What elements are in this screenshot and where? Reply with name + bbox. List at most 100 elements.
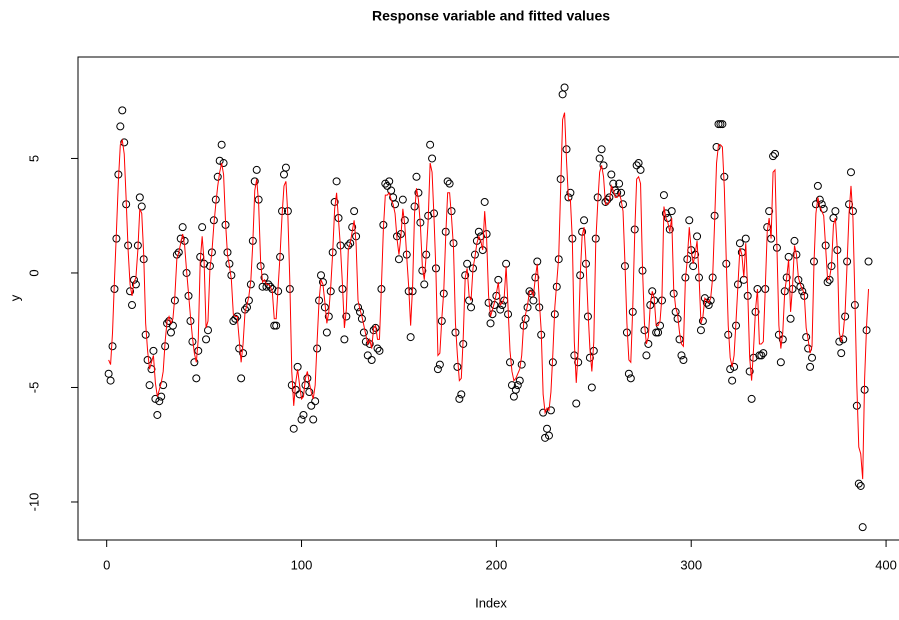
data-point: [509, 392, 518, 401]
data-point: [457, 390, 466, 399]
data-point: [730, 362, 739, 371]
data-point: [354, 303, 363, 312]
data-point: [381, 179, 390, 188]
data-point: [864, 257, 873, 266]
data-point: [632, 161, 641, 170]
data-point: [406, 333, 415, 342]
data-point: [513, 381, 522, 390]
data-point: [679, 355, 688, 364]
data-point: [237, 374, 246, 383]
data-point: [626, 374, 635, 383]
data-point: [391, 200, 400, 209]
x-tick-label: 200: [486, 557, 508, 572]
data-point: [270, 321, 279, 330]
data-point: [617, 188, 626, 197]
data-point: [213, 172, 222, 181]
data-point: [685, 216, 694, 225]
data-point: [204, 326, 213, 335]
y-tick-label: -10: [26, 493, 41, 512]
data-point: [141, 330, 150, 339]
data-point: [443, 177, 452, 186]
data-point: [361, 337, 370, 346]
data-point: [194, 346, 203, 355]
data-point: [231, 314, 240, 323]
data-point: [116, 122, 125, 131]
data-point: [135, 193, 144, 202]
data-point: [675, 335, 684, 344]
data-point: [858, 523, 867, 532]
data-point: [215, 156, 224, 165]
data-point: [398, 195, 407, 204]
data-point: [281, 163, 290, 172]
data-point: [566, 188, 575, 197]
data-point: [272, 321, 281, 330]
data-point: [570, 351, 579, 360]
data-point: [603, 195, 612, 204]
data-point: [765, 207, 774, 216]
data-point: [511, 385, 520, 394]
data-point: [599, 161, 608, 170]
data-point: [517, 360, 526, 369]
data-point: [808, 353, 817, 362]
data-point: [624, 369, 633, 378]
data-point: [219, 159, 228, 168]
data-point: [718, 120, 727, 129]
data-point: [507, 381, 516, 390]
data-point: [693, 232, 702, 241]
data-point: [166, 328, 175, 337]
data-point: [371, 323, 380, 332]
data-point: [544, 431, 553, 440]
data-point: [755, 351, 764, 360]
data-point: [757, 351, 766, 360]
data-point: [157, 392, 166, 401]
data-point: [667, 207, 676, 216]
data-point: [839, 335, 848, 344]
data-point: [346, 239, 355, 248]
data-point: [385, 177, 394, 186]
data-point: [229, 317, 238, 326]
data-point: [414, 188, 423, 197]
data-point: [714, 120, 723, 129]
data-point: [202, 335, 211, 344]
data-point: [496, 305, 505, 314]
data-point: [558, 90, 567, 99]
data-point: [252, 165, 261, 174]
data-point: [696, 326, 705, 335]
data-point: [178, 223, 187, 232]
data-point: [367, 355, 376, 364]
data-point: [198, 223, 207, 232]
data-point: [453, 362, 462, 371]
data-point: [644, 339, 653, 348]
data-point: [428, 154, 437, 163]
data-point: [837, 349, 846, 358]
data-point: [250, 177, 259, 186]
y-tick-label: -5: [26, 382, 41, 394]
data-point: [597, 145, 606, 154]
data-point: [309, 415, 318, 424]
data-point: [420, 280, 429, 289]
data-point: [615, 179, 624, 188]
data-point: [317, 271, 326, 280]
data-point: [560, 83, 569, 92]
data-point: [587, 383, 596, 392]
data-point: [846, 168, 855, 177]
data-point: [595, 154, 604, 163]
data-point: [108, 342, 117, 351]
data-point: [322, 328, 331, 337]
data-point: [486, 319, 495, 328]
data-point: [815, 195, 824, 204]
data-point: [394, 255, 403, 264]
data-point: [143, 355, 152, 364]
data-point: [747, 394, 756, 403]
data-point: [726, 365, 735, 374]
data-point: [137, 202, 146, 211]
data-point: [572, 399, 581, 408]
data-point: [652, 328, 661, 337]
data-point: [529, 296, 538, 305]
x-tick-label: 100: [291, 557, 313, 572]
x-tick-label: 400: [875, 557, 897, 572]
data-point: [541, 433, 550, 442]
data-point: [774, 330, 783, 339]
data-point: [149, 346, 158, 355]
data-point: [264, 280, 273, 289]
